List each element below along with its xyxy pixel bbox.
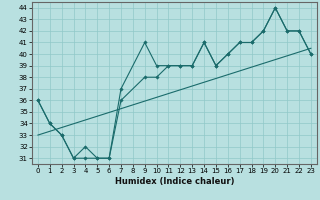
X-axis label: Humidex (Indice chaleur): Humidex (Indice chaleur) xyxy=(115,177,234,186)
